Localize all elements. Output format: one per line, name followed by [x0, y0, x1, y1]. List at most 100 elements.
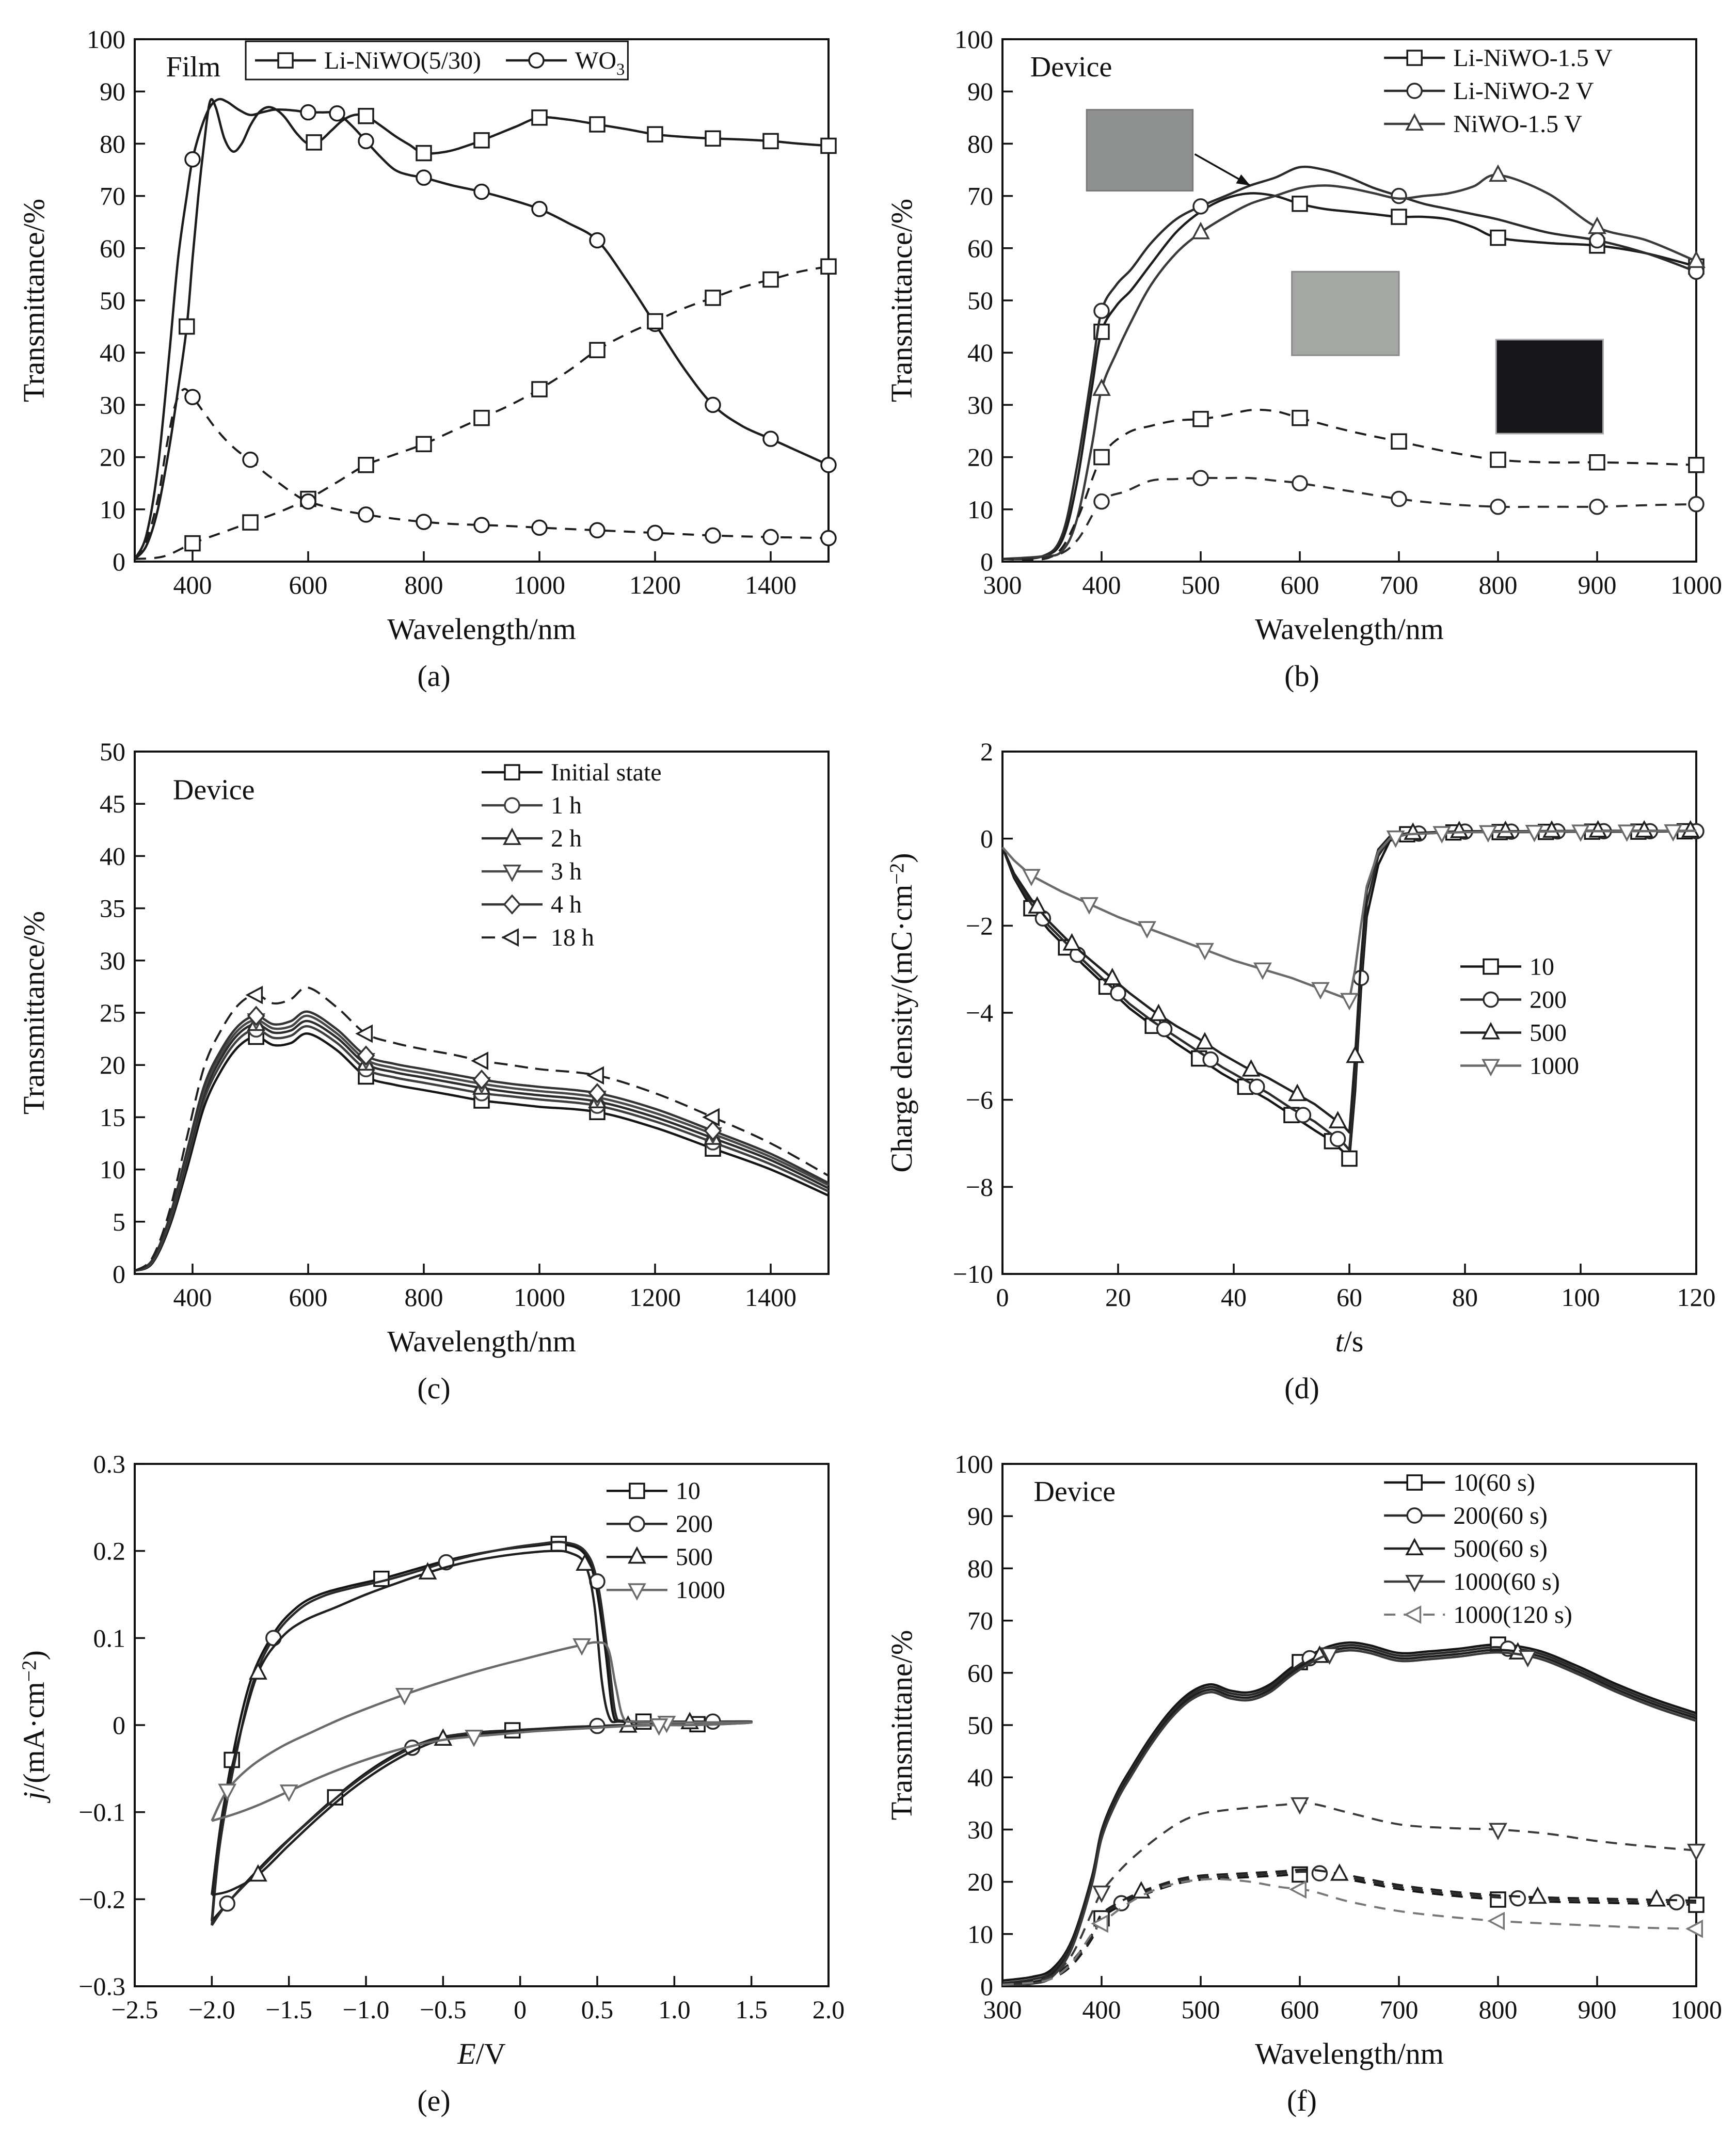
square-marker — [1490, 229, 1506, 246]
x-axis-title: Wavelength/nm — [1255, 612, 1444, 646]
tri-left-marker — [586, 1066, 604, 1085]
tri-down-marker — [1092, 1885, 1111, 1903]
circle-marker — [1093, 302, 1110, 319]
chart-c: 400 600 800 1000 1200 1400 0 5 10 15 20 25 30 35 40 45 5… — [17, 737, 830, 1358]
circle-marker — [1391, 490, 1407, 507]
y-tick-label: 80 — [100, 129, 125, 158]
chart-f: 300 400 500 600 700 800 900 1000 0 10 20 30 40 50 60 70… — [885, 1449, 1722, 2070]
tri-down-marker — [1311, 982, 1330, 1000]
tri-up-marker — [1489, 164, 1507, 182]
legend-f: 10(60 s) 200(60 s) 500(60 s) 1000(60 s) 1000… — [1384, 1469, 1572, 1629]
tri-up-marker — [1191, 221, 1210, 240]
y-tick-label: 90 — [967, 77, 993, 106]
tri-up-marker — [1542, 820, 1561, 838]
y-tick-label: 80 — [967, 1554, 993, 1583]
square-marker — [704, 130, 721, 147]
tri-up-marker — [1196, 1032, 1214, 1049]
series-group — [210, 1536, 753, 1926]
square-marker — [1341, 1150, 1358, 1167]
y-tick-label: 0 — [113, 1711, 125, 1740]
circle-marker — [218, 1895, 235, 1912]
y-tick-label: −2 — [966, 911, 993, 940]
y-tick-label: 40 — [967, 338, 993, 367]
x-tick-label: 700 — [1380, 1995, 1419, 2024]
tri-up-marker — [618, 1715, 638, 1733]
square-marker — [1490, 451, 1506, 468]
x-tick-label: 500 — [1182, 1995, 1220, 2024]
tri-down-marker — [1291, 1797, 1309, 1815]
tri-down-marker — [1432, 826, 1452, 844]
series-h4 — [134, 1010, 829, 1272]
circle-marker — [646, 524, 663, 541]
x-tick-label: 0 — [514, 1995, 527, 2024]
y-tick-label: 0.3 — [93, 1449, 125, 1478]
tri-left-marker — [702, 1108, 720, 1127]
legend-label: 200 — [675, 1510, 712, 1538]
y-tick-label: 0 — [980, 824, 993, 853]
series-group — [134, 985, 829, 1272]
y-tick-label: −0.3 — [78, 1972, 125, 2001]
y-tick-label: 100 — [954, 1449, 993, 1478]
tri-left-marker — [470, 1051, 488, 1071]
x-tick-label: 1000 — [514, 570, 565, 599]
caption-e: (e) — [417, 2084, 451, 2117]
circle-marker — [1311, 1865, 1328, 1881]
y-tick-label: 45 — [100, 789, 125, 818]
square-marker — [415, 145, 432, 162]
ticks: 400 600 800 1000 1200 1400 0 5 10 15 20 25 30 35 40 45 5… — [100, 737, 797, 1312]
circle-marker — [1156, 1020, 1173, 1038]
square-marker — [242, 514, 259, 531]
square-marker — [373, 1570, 390, 1587]
circle-marker — [1589, 498, 1605, 515]
square-marker — [820, 258, 837, 275]
tri-left-marker — [355, 1024, 373, 1043]
tri-up-marker — [1588, 216, 1606, 234]
y-tick-label: −4 — [966, 998, 993, 1027]
legend-label: 500(60 s) — [1453, 1535, 1548, 1562]
axes-frame — [1001, 1463, 1697, 1987]
circle-marker — [473, 517, 490, 533]
tri-down-marker — [1196, 943, 1214, 961]
x-tick-label: 1000 — [514, 1283, 565, 1312]
figure-panel-f: 300 400 500 600 700 800 900 1000 0 10 20 30 40 50 60 70… — [868, 1425, 1736, 2137]
x-tick-label: 800 — [1479, 1995, 1518, 2024]
legend-label: Li-NiWO(5/30) — [324, 47, 481, 74]
ticks: −2.5 −2.0 −1.5 −1.0 −0.5 0 0.5 1.0 1.5 2.0 −0.3 −0.… — [78, 1449, 845, 2024]
y-axis-title: Transmittane/% — [885, 1630, 918, 1820]
tri-up-marker — [1450, 820, 1469, 838]
circle-marker — [1688, 496, 1705, 513]
legend-label: 2 h — [551, 825, 582, 852]
chart-d: 0 20 40 60 80 100 120 −10 −8 −6 −4 −2 0 2 t/s Charge de… — [885, 737, 1716, 1358]
square-marker — [1391, 433, 1407, 450]
y-axis-title: Transmittance/% — [17, 199, 51, 402]
tri-left-marker — [1289, 1880, 1307, 1899]
x-tick-label: −1.0 — [342, 1995, 389, 2024]
y-tick-label: 30 — [100, 946, 125, 975]
legend-label: Li-NiWO-2 V — [1453, 77, 1594, 105]
square-marker — [1093, 449, 1110, 466]
square-marker — [1688, 457, 1705, 473]
square-marker — [1406, 50, 1423, 66]
circle-marker — [588, 522, 606, 539]
diamond-marker — [357, 1045, 375, 1066]
legend-label: 200 — [1530, 986, 1567, 1014]
tri-down-marker — [627, 1583, 646, 1601]
caption-a: (a) — [417, 659, 451, 693]
tri-down-marker — [1320, 1647, 1339, 1665]
plot-a: 400 600 800 1000 1200 1400 0 10 20 30 40 50 60 70 80 90… — [17, 25, 837, 646]
x-tick-label: −1.5 — [265, 1995, 312, 2024]
circle-marker — [1202, 1051, 1219, 1068]
chart-e: −2.5 −2.0 −1.5 −1.0 −0.5 0 0.5 1.0 1.5 2.0 −0.3 −0.… — [17, 1449, 845, 2070]
tri-up-marker — [1681, 820, 1700, 838]
caption-d: (d) — [1284, 1371, 1319, 1405]
y-tick-label: 30 — [967, 1815, 993, 1844]
legend-label: WO3 — [575, 47, 625, 79]
tri-down-marker — [1571, 824, 1590, 842]
ticks: 300 400 500 600 700 800 900 1000 0 10 20 30 40 50 60 70… — [954, 25, 1722, 599]
caption-c: (c) — [417, 1371, 451, 1405]
circle-marker — [473, 183, 490, 200]
legend-label: 1000(60 s) — [1453, 1568, 1560, 1596]
diamond-marker — [503, 894, 521, 915]
axes-frame — [133, 751, 830, 1275]
